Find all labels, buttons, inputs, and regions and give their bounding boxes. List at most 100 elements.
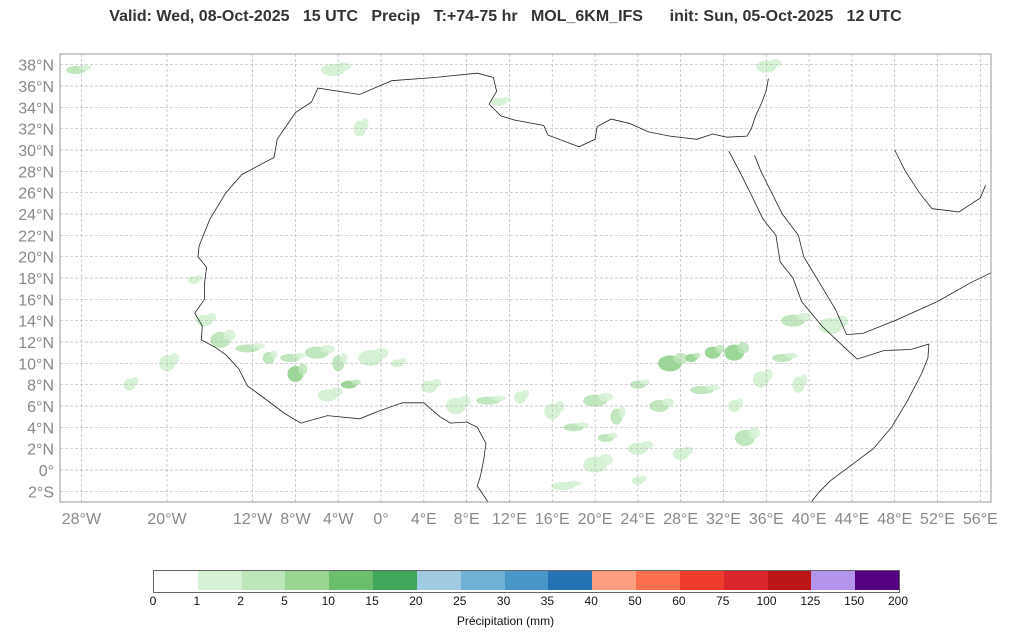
precip-patch	[491, 395, 507, 402]
colorbar-tick-label: 200	[887, 594, 909, 608]
precip-patch	[521, 389, 530, 399]
precip-patch	[598, 454, 614, 466]
colorbar-tick-label: 40	[584, 594, 598, 608]
lat-tick-label: 16°N	[18, 292, 54, 309]
precip-patch	[834, 315, 849, 327]
lon-tick-label: 28°W	[62, 511, 102, 528]
colorbar-tick-label: 75	[716, 594, 730, 608]
lon-tick-label: 20°E	[578, 511, 613, 528]
colorbar-tick-label: 125	[800, 594, 821, 608]
colorbar-tick-label: 30	[496, 594, 511, 608]
precip-patch	[683, 446, 693, 455]
colorbar-tick-label: 2	[237, 594, 244, 608]
lat-tick-label: 26°N	[18, 186, 54, 203]
lon-tick-label: 4°E	[411, 511, 437, 528]
colorbar-cell	[504, 571, 549, 590]
lon-tick-label: 56°E	[963, 511, 998, 528]
lon-tick-label: 40°E	[792, 511, 827, 528]
lon-tick-label: 16°E	[535, 511, 570, 528]
coastline-north	[198, 72, 769, 247]
precip-patch	[735, 398, 744, 407]
precip-patch	[270, 350, 278, 359]
colorbar-cell	[636, 571, 681, 590]
lat-tick-label: 2°N	[27, 442, 54, 459]
precip-patch	[320, 344, 335, 354]
lat-tick-label: 30°N	[18, 143, 54, 160]
lat-tick-label: 24°N	[18, 207, 54, 224]
colorbar-cell	[592, 571, 637, 590]
precip-patch	[769, 59, 782, 68]
lon-tick-label: 24°E	[620, 511, 655, 528]
lat-tick-label: 20°N	[18, 250, 54, 267]
precip-patch	[431, 379, 442, 388]
precip-patch	[297, 363, 308, 375]
precip-patch	[747, 427, 760, 439]
precip-patch	[673, 352, 688, 365]
lon-tick-label: 8°W	[280, 511, 311, 528]
precip-patch	[737, 342, 750, 354]
precip-patch	[373, 347, 389, 359]
lon-tick-label: 8°E	[454, 511, 480, 528]
lon-tick-label: 0°	[373, 511, 388, 528]
precip-patch	[796, 312, 812, 322]
precip-patch	[640, 440, 653, 450]
map-canvas: 28°W 20°W 12°W 8°W 4°W 0° 4°E 8°E 12°E 16°E 20°E 24…	[18, 53, 998, 528]
lon-tick-label: 52°E	[920, 511, 955, 528]
colorbar-cell	[723, 571, 769, 590]
lat-tick-label: 14°N	[18, 314, 54, 331]
coastline-arabia	[754, 155, 991, 335]
precip-patch	[340, 352, 348, 365]
precip-patch	[566, 480, 581, 487]
colorbar-tick-label: 50	[628, 594, 642, 608]
precip-patch	[131, 376, 139, 386]
colorbar-cell	[285, 571, 330, 590]
precip-patch	[800, 374, 808, 386]
colorbar-cell	[460, 571, 506, 590]
lon-tick-label: 4°W	[323, 511, 354, 528]
lon-tick-label: 12°W	[233, 511, 273, 528]
colorbar-tick-label: 5	[281, 594, 288, 608]
precip-patch	[223, 329, 236, 341]
lat-tick-label: 12°N	[18, 335, 54, 352]
map-title: Valid: Wed, 08-Oct-2025 15 UTC Precip T:…	[109, 8, 902, 25]
lon-tick-label: 48°E	[877, 511, 912, 528]
precip-patch	[608, 432, 618, 439]
colorbar-tick-label: 60	[672, 594, 686, 608]
precip-patch	[195, 274, 203, 281]
colorbar-tick-label: 15	[365, 594, 379, 608]
lat-tick-label: 4°N	[27, 420, 54, 437]
colorbar-tick-label: 20	[409, 594, 423, 608]
lon-tick-label: 28°E	[663, 511, 698, 528]
colorbar-cell	[767, 571, 812, 590]
precip-patch	[662, 398, 675, 407]
precip-patch	[576, 422, 589, 428]
precip-patch	[169, 352, 180, 365]
colorbar-cell	[416, 571, 462, 590]
precip-patch	[330, 387, 343, 396]
colorbar-tick-label: 35	[540, 594, 555, 608]
precip-patch	[79, 64, 92, 71]
colorbar-cell	[373, 571, 418, 590]
lon-tick-label: 32°E	[706, 511, 741, 528]
coastline-gulf	[894, 149, 986, 213]
colorbar-cell	[154, 571, 199, 590]
precip-patch	[398, 358, 407, 364]
colorbar-tick-label: 150	[844, 594, 865, 608]
precip-patch	[715, 344, 725, 354]
lat-tick-label: 0°	[39, 463, 54, 480]
precip-patch	[361, 118, 369, 130]
precip-patch	[458, 395, 471, 407]
lon-tick-label: 12°E	[492, 511, 527, 528]
precip-patch	[351, 379, 361, 386]
precip-patch	[250, 343, 266, 349]
lat-tick-label: 28°N	[18, 164, 54, 181]
colorbar-cell	[241, 571, 286, 590]
precip-patch	[640, 379, 650, 386]
precipitation-map: 28°W 20°W 12°W 8°W 4°W 0° 4°E 8°E 12°E 16°E 20°E 24…	[18, 53, 998, 528]
colorbar-cell	[811, 571, 856, 590]
colorbar-cell	[855, 571, 900, 590]
precip-patch	[293, 352, 306, 359]
precip-patch	[598, 392, 614, 402]
precip-patch	[336, 62, 351, 71]
lat-tick-label: 22°N	[18, 228, 54, 245]
